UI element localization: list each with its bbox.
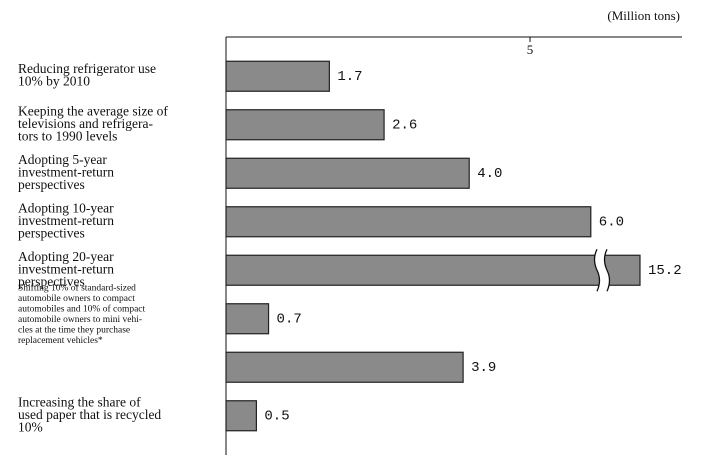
bar	[225, 109, 385, 141]
value-label: 4.0	[477, 166, 502, 182]
category-label: Shifting 10% of standard-sized automobile…	[18, 283, 146, 347]
value-label: 15.2	[648, 263, 682, 279]
bar	[225, 400, 257, 432]
axis-break	[593, 248, 601, 292]
category-label: Adopting 5-year investment-return perspect…	[18, 152, 114, 192]
value-label: 1.7	[337, 69, 362, 85]
bar	[225, 254, 641, 286]
value-label: 0.5	[264, 408, 289, 424]
x-tick-label: 5	[527, 42, 534, 57]
bar	[225, 303, 270, 335]
value-label: 6.0	[599, 214, 624, 230]
value-label: 2.6	[392, 117, 417, 133]
axis-break	[603, 248, 611, 292]
bar	[225, 60, 330, 92]
category-label: Adopting 20-year investment-return perspec…	[18, 249, 114, 289]
category-label: Reducing refrigerator use 10% by 2010	[18, 61, 156, 89]
unit-label: (Million tons)	[607, 8, 680, 23]
category-label: Keeping the average size of televisions a…	[18, 103, 168, 143]
axis-break	[594, 249, 610, 292]
bar	[225, 206, 592, 238]
category-label: Adopting 10-year investment-return perspec…	[18, 200, 114, 240]
category-label: Increasing the share of used paper that i…	[18, 394, 161, 434]
value-label: 0.7	[277, 311, 302, 327]
bar	[225, 351, 464, 383]
value-label: 3.9	[471, 360, 496, 376]
bar	[225, 157, 470, 189]
